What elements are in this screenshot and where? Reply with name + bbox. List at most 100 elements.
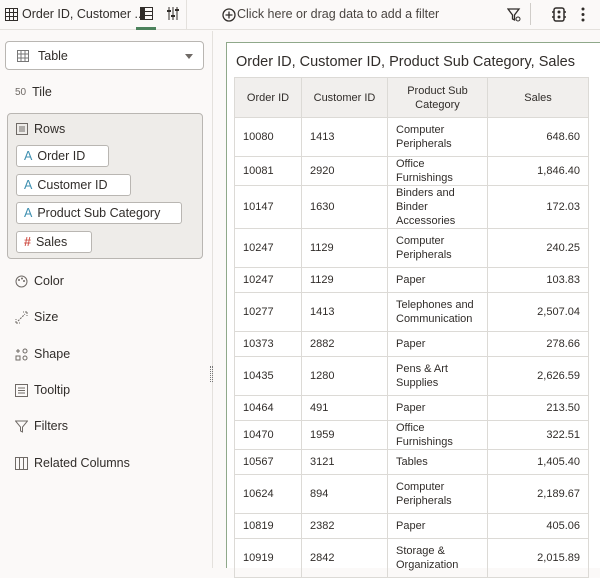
column-header[interactable]: Customer ID [301,77,388,118]
row-field-customer-id[interactable]: A Customer ID [16,174,131,196]
table-row[interactable]: 10919 2842 Storage & Organization 2,015.89 [234,538,589,578]
cell-customer-id: 1129 [301,228,388,268]
plus-circle-icon[interactable] [222,8,236,22]
cell-customer-id: 1280 [301,356,388,396]
attribute-icon: A [24,206,33,220]
column-header[interactable]: Order ID [234,77,302,118]
tooltip-label: Tooltip [34,383,71,397]
viz-type-select[interactable]: Table [5,41,204,70]
grammar-panel: Table 50 Tile Rows A Order ID A Customer I… [0,31,213,568]
cell-customer-id: 2382 [301,513,388,539]
size-icon [15,311,28,323]
panel-resize-handle[interactable] [210,366,213,382]
cell-order-id: 10464 [234,395,302,421]
chevron-down-icon [185,54,193,59]
rows-icon [16,123,28,135]
table-row[interactable]: 10080 1413 Computer Peripherals 648.60 [234,117,589,157]
viz-type-value: Table [38,49,68,63]
cell-sales: 405.06 [487,513,589,539]
column-header[interactable]: Sales [487,77,589,118]
row-field-sales[interactable]: # Sales [16,231,92,253]
cell-sales: 172.03 [487,185,589,229]
data-actions-icon[interactable] [552,7,566,22]
field-label: Order ID [37,149,86,163]
filter-bar[interactable]: Click here or drag data to add a filter [186,0,600,30]
cell-customer-id: 1959 [301,420,388,450]
filter-icon [15,420,28,433]
cell-customer-id: 491 [301,395,388,421]
field-label: Sales [35,235,68,249]
table-row[interactable]: 10464 491 Paper 213.50 [234,395,589,421]
data-table: Order ID Customer ID Product Sub Categor… [234,77,589,578]
cell-product-sub-category: Computer Peripherals [387,474,488,514]
cell-customer-id: 2882 [301,331,388,357]
cell-customer-id: 1413 [301,292,388,332]
cell-product-sub-category: Tables [387,449,488,475]
cell-order-id: 10624 [234,474,302,514]
cell-order-id: 10080 [234,117,302,157]
drop-target-size[interactable]: Size [15,310,58,324]
drop-target-filters[interactable]: Filters [15,419,68,433]
viz-tab[interactable]: Order ID, Customer ... [0,0,186,30]
cell-sales: 2,015.89 [487,538,589,578]
viz-card: Order ID, Customer ID, Product Sub Categ… [226,42,600,578]
tooltip-icon [15,383,28,397]
cell-product-sub-category: Paper [387,267,488,293]
table-row[interactable]: 10247 1129 Computer Peripherals 240.25 [234,228,589,268]
drop-target-tile[interactable]: 50 Tile [15,85,52,99]
table-icon [17,50,29,62]
cell-order-id: 10277 [234,292,302,332]
drop-target-tooltip[interactable]: Tooltip [15,383,70,397]
cell-order-id: 10435 [234,356,302,396]
drop-target-shape[interactable]: Shape [15,347,70,361]
row-field-order-id[interactable]: A Order ID [16,145,109,167]
cell-order-id: 10247 [234,228,302,268]
grammar-panel-icon[interactable] [140,7,153,20]
cell-order-id: 10470 [234,420,302,450]
palette-icon [15,275,28,287]
rows-label: Rows [34,122,66,136]
shape-icon [15,348,28,360]
table-row[interactable]: 10247 1129 Paper 103.83 [234,267,589,293]
drop-target-related-columns[interactable]: Related Columns [15,456,130,470]
table-row[interactable]: 10470 1959 Office Furnishings 322.51 [234,420,589,450]
filter-options-icon[interactable] [507,8,521,22]
cell-customer-id: 1129 [301,267,388,293]
table-row[interactable]: 10624 894 Computer Peripherals 2,189.67 [234,474,589,514]
table-row[interactable]: 10567 3121 Tables 1,405.40 [234,449,589,475]
cell-customer-id: 894 [301,474,388,514]
row-field-product-sub-category[interactable]: A Product Sub Category [16,202,182,224]
more-menu-icon[interactable] [581,7,585,22]
cell-product-sub-category: Paper [387,331,488,357]
rows-header: Rows [16,122,65,136]
properties-icon[interactable] [167,7,179,20]
cell-sales: 213.50 [487,395,589,421]
viz-title[interactable]: Order ID, Customer ... [22,7,145,21]
active-tab-indicator [136,27,156,30]
attribute-icon: A [24,149,33,163]
drop-target-rows[interactable]: Rows A Order ID A Customer ID A Product Sub… [7,113,203,259]
table-row[interactable]: 10373 2882 Paper 278.66 [234,331,589,357]
cell-order-id: 10373 [234,331,302,357]
table-row[interactable]: 10277 1413 Telephones and Communication 2,5… [234,292,589,332]
cell-order-id: 10919 [234,538,302,578]
filters-label: Filters [34,419,69,433]
color-label: Color [34,274,64,288]
size-label: Size [34,310,59,324]
filter-placeholder[interactable]: Click here or drag data to add a filter [237,7,440,21]
cell-product-sub-category: Telephones and Communication [387,292,488,332]
cell-sales: 278.66 [487,331,589,357]
table-row[interactable]: 10435 1280 Pens & Art Supplies 2,626.59 [234,356,589,396]
cell-product-sub-category: Computer Peripherals [387,117,488,157]
tile-icon: 50 [15,86,27,98]
table-row[interactable]: 10147 1630 Binders and Binder Accessories 1… [234,185,589,229]
cell-order-id: 10567 [234,449,302,475]
shape-label: Shape [34,347,71,361]
table-row[interactable]: 10819 2382 Paper 405.06 [234,513,589,539]
cell-sales: 322.51 [487,420,589,450]
cell-product-sub-category: Pens & Art Supplies [387,356,488,396]
drop-target-color[interactable]: Color [15,274,64,288]
table-row[interactable]: 10081 2920 Office Furnishings 1,846.40 [234,156,589,186]
divider [530,3,531,25]
column-header[interactable]: Product Sub Category [387,77,488,118]
